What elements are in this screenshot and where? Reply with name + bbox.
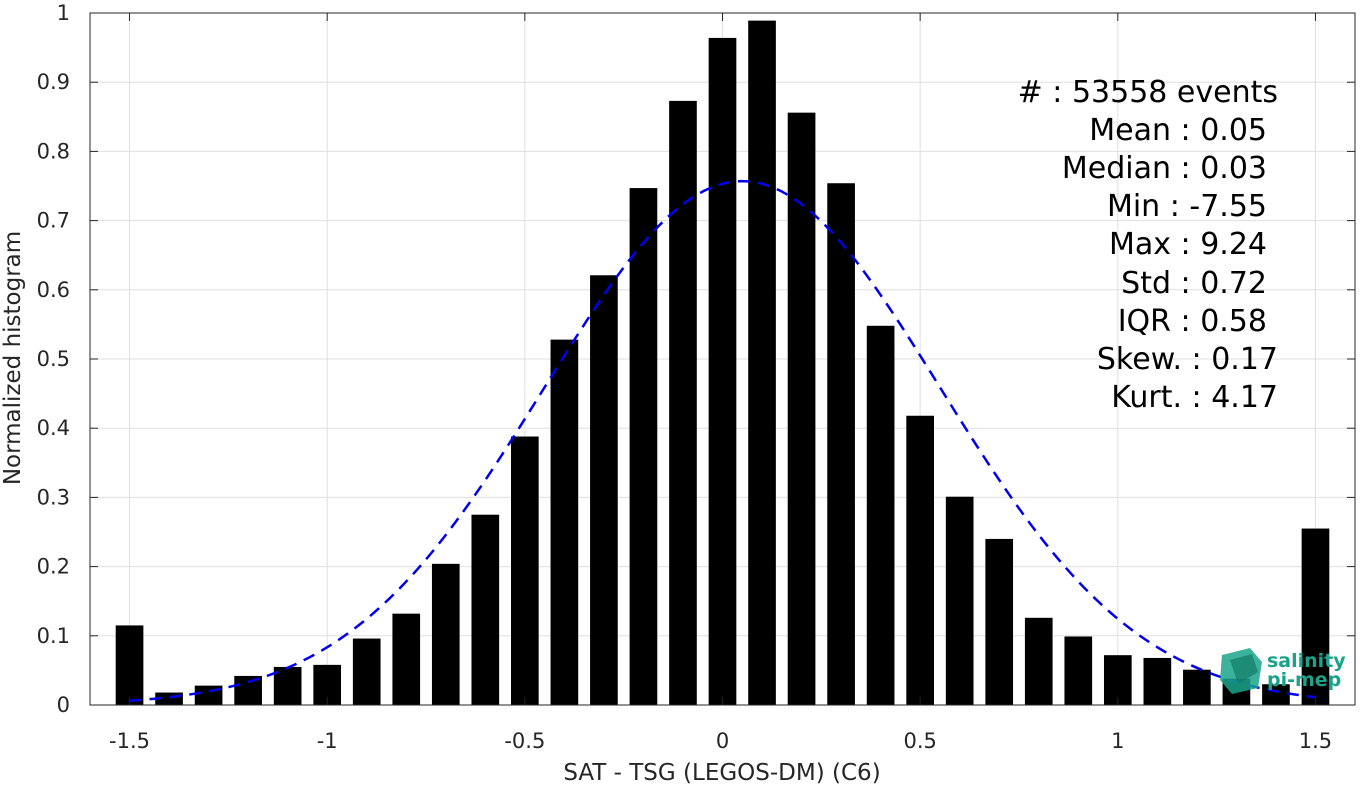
y-tick-label: 1 <box>57 1 70 25</box>
x-tick-label: 0 <box>716 729 729 753</box>
stat-std: Std : 0.72 <box>1121 266 1267 301</box>
histogram-bar <box>945 496 974 705</box>
y-tick-label: 0.5 <box>37 347 70 371</box>
histogram-bar <box>1024 617 1053 705</box>
y-tick-label: 0.3 <box>37 485 70 509</box>
stat-skew: Skew. : 0.17 <box>1097 342 1278 377</box>
histogram-bar <box>985 538 1014 705</box>
x-tick-label: -1.5 <box>109 729 150 753</box>
histogram-bar <box>115 625 144 705</box>
stat-count: # : 53558 events <box>1018 75 1278 110</box>
y-axis-label: Normalized histogram <box>0 231 26 485</box>
histogram-bar <box>748 20 776 705</box>
axis-ticks: -1.5 -1 -0.5 0 0.5 1 1.5 0 0.1 0.2 0.3 0.4 0.5 0.6 0.7… <box>37 1 1355 753</box>
salinity-pi-mep-logo: salinity pi-mep <box>1220 648 1346 694</box>
stat-iqr: IQR : 0.58 <box>1118 304 1267 339</box>
y-tick-label: 0.6 <box>37 278 70 302</box>
histogram-bar <box>906 415 934 705</box>
y-tick-label: 0.9 <box>37 70 70 94</box>
y-tick-label: 0 <box>57 693 70 717</box>
histogram-bar <box>1143 657 1172 705</box>
histogram-bar <box>629 188 658 706</box>
y-tick-label: 0.1 <box>37 624 70 648</box>
y-tick-label: 0.7 <box>37 209 70 233</box>
y-tick-label: 0.2 <box>37 555 70 579</box>
x-tick-label: -0.5 <box>504 729 545 753</box>
y-tick-label: 0.4 <box>37 416 70 440</box>
histogram-bar <box>1064 636 1093 705</box>
histogram-bar <box>352 638 381 705</box>
x-tick-label: 0.5 <box>903 729 936 753</box>
histogram-bar <box>827 183 855 705</box>
stat-min: Min : -7.55 <box>1107 189 1267 224</box>
stat-max: Max : 9.24 <box>1109 227 1267 262</box>
stat-mean: Mean : 0.05 <box>1089 113 1267 148</box>
x-tick-label: 1.5 <box>1299 729 1332 753</box>
stat-median: Median : 0.03 <box>1062 151 1267 186</box>
x-axis-label: SAT - TSG (LEGOS-DM) (C6) <box>563 760 880 785</box>
histogram-bar <box>1103 655 1132 705</box>
logo-line-2: pi-mep <box>1267 669 1341 691</box>
histogram-bar <box>1301 528 1330 705</box>
logo-emblem-shade-icon <box>1230 654 1258 684</box>
histogram-bar <box>431 563 460 705</box>
stat-kurt: Kurt. : 4.17 <box>1111 380 1278 415</box>
histogram-bar <box>787 112 816 705</box>
x-tick-label: 1 <box>1111 729 1124 753</box>
histogram-bars <box>115 20 1330 706</box>
histogram-bar <box>273 666 302 705</box>
histogram-bar <box>590 275 618 705</box>
histogram-bar <box>471 514 500 705</box>
histogram-bar <box>669 100 697 705</box>
logo-line-1: salinity <box>1267 650 1346 672</box>
histogram-bar <box>550 339 579 705</box>
histogram-bar <box>1183 669 1211 705</box>
statistics-annotation: # : 53558 events Mean : 0.05 Median : 0.… <box>1018 75 1278 415</box>
x-tick-label: -1 <box>317 729 338 753</box>
y-tick-label: 0.8 <box>37 139 70 163</box>
gaussian-fit-curve <box>129 179 1316 702</box>
histogram-bar <box>866 325 895 705</box>
histogram-bar <box>392 613 421 705</box>
histogram-bar <box>511 436 539 705</box>
histogram-bar <box>708 37 737 706</box>
